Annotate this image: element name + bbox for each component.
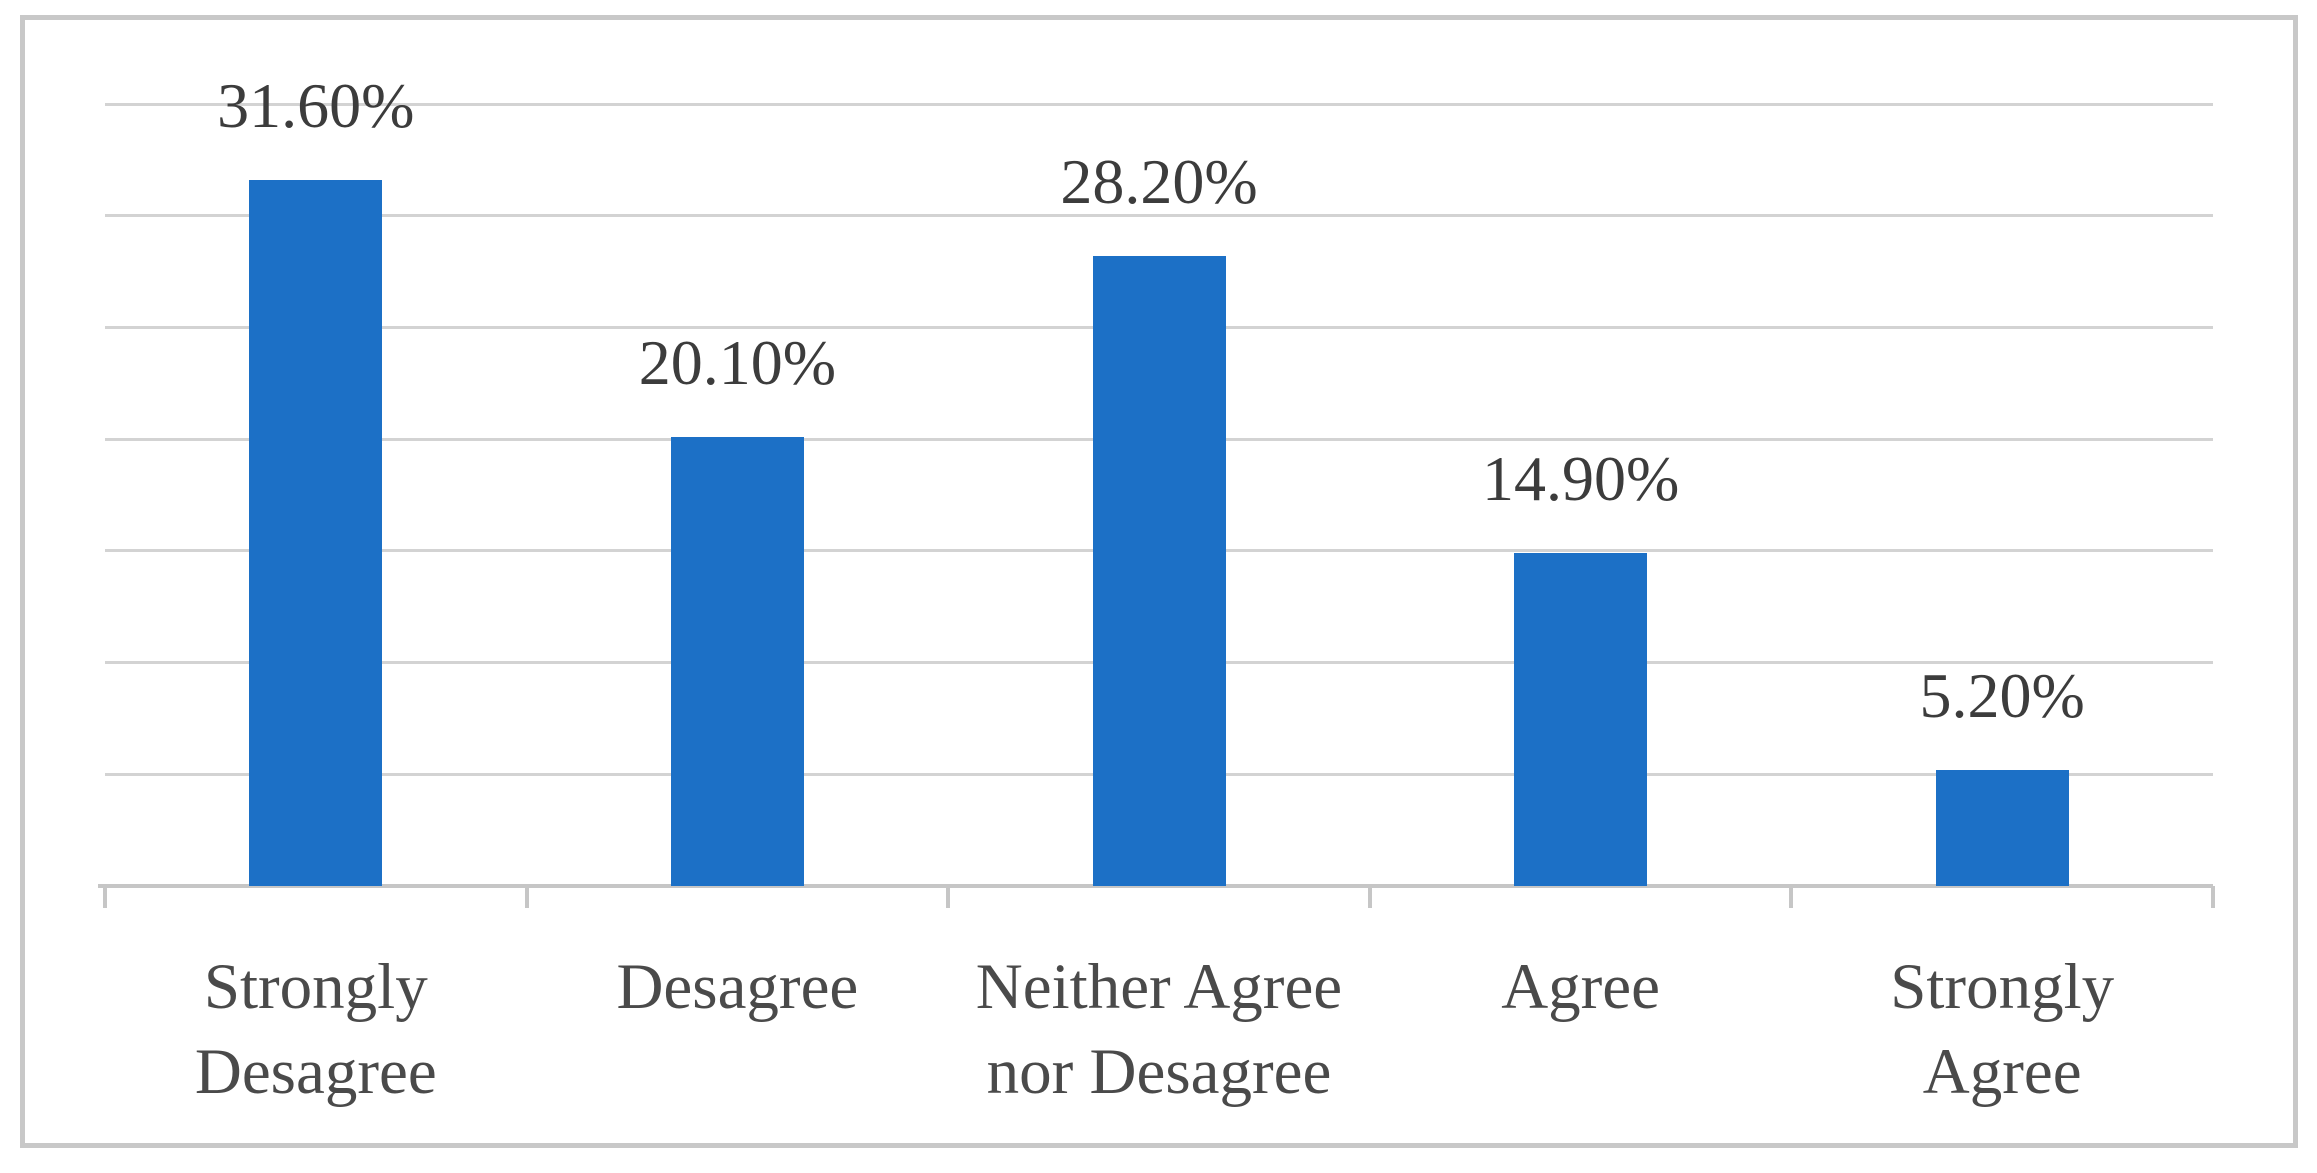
bar-strongly-agree <box>1935 769 2069 886</box>
bar-strongly-desagree <box>249 180 383 886</box>
x-axis-tick-1 <box>524 886 529 908</box>
gridline-35pct <box>105 102 2213 106</box>
bar-value-label-strongly-agree: 5.20% <box>1919 659 2085 731</box>
gridline-30pct <box>105 214 2213 218</box>
x-axis-tick-2 <box>946 886 951 908</box>
x-category-label-agree: Agree <box>1501 951 1660 1023</box>
bar-agree <box>1514 553 1648 886</box>
x-axis-tick-5 <box>2211 886 2215 908</box>
x-category-label-desagree: Desagree <box>616 951 859 1023</box>
bar-neither-agree-nor-desagree <box>1092 256 1226 886</box>
x-axis-line <box>98 884 2213 888</box>
x-axis-tick-0 <box>103 886 107 908</box>
x-axis-tick-3 <box>1367 886 1372 908</box>
x-axis-tick-4 <box>1789 886 1794 908</box>
bar-value-label-strongly-desagree: 31.60% <box>217 70 415 142</box>
bar-value-label-neither-agree-nor-desagree: 28.20% <box>1060 146 1258 217</box>
bar-value-label-agree: 14.90% <box>1481 443 1680 515</box>
x-category-label-neither-agree-nor-desagree: Neither Agree nor Desagree <box>975 951 1343 1108</box>
x-category-label-strongly-desagree: Strongly Desagree <box>194 951 437 1108</box>
bar-desagree <box>670 436 804 886</box>
bar-value-label-desagree: 20.10% <box>638 326 837 398</box>
x-category-label-strongly-agree: Strongly Agree <box>1890 951 2115 1108</box>
